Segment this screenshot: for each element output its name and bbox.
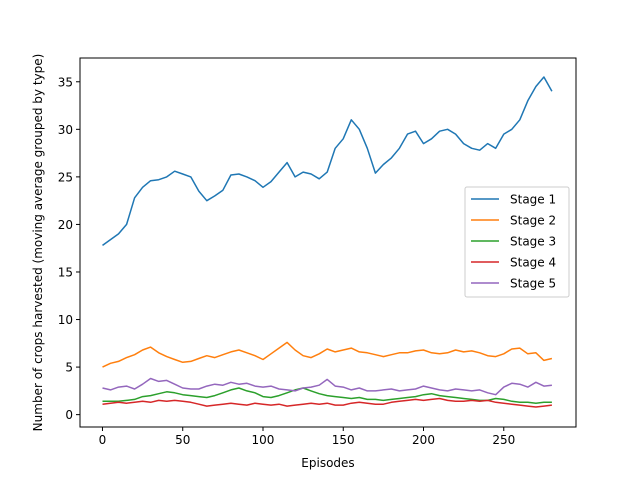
x-tick-label: 150 [332, 433, 355, 447]
x-tick-label: 250 [492, 433, 515, 447]
x-tick-label: 100 [252, 433, 275, 447]
series-layer [102, 76, 553, 408]
y-tick-label: 25 [58, 170, 73, 184]
series-line-stage-2 [102, 341, 553, 368]
y-axis-label: Number of crops harvested (moving averag… [31, 54, 45, 432]
x-tick-label: 50 [175, 433, 190, 447]
legend-label-stage-3: Stage 3 [510, 235, 556, 249]
x-axis-ticks: 0 50 100 150 200 250 [99, 427, 515, 447]
y-tick-label: 10 [58, 313, 73, 327]
series-line-stage-5 [102, 377, 552, 396]
y-tick-label: 35 [58, 75, 73, 89]
y-tick-label: 15 [58, 265, 73, 279]
y-tick-label: 0 [65, 408, 73, 422]
series-line-stage-3 [102, 387, 552, 404]
x-axis-label: Episodes [301, 456, 354, 470]
plot-frame [79, 57, 577, 428]
x-tick-label: 0 [99, 433, 107, 447]
legend-label-stage-5: Stage 5 [510, 277, 556, 291]
y-tick-label: 20 [58, 218, 73, 232]
y-tick-label: 5 [65, 361, 73, 375]
legend-label-stage-1: Stage 1 [510, 193, 556, 207]
series-line-stage-4 [102, 397, 552, 408]
y-tick-label: 30 [58, 123, 73, 137]
legend-label-stage-2: Stage 2 [510, 214, 556, 228]
x-tick-label: 200 [412, 433, 435, 447]
legend-frame [464, 186, 570, 298]
legend: Stage 1 Stage 2 Stage 3 Stage 4 Stage 5 [464, 186, 570, 298]
y-axis-ticks: 0 5 10 15 20 25 30 35 [58, 75, 80, 422]
legend-label-stage-4: Stage 4 [510, 256, 556, 270]
series-line-stage-1 [102, 76, 553, 247]
